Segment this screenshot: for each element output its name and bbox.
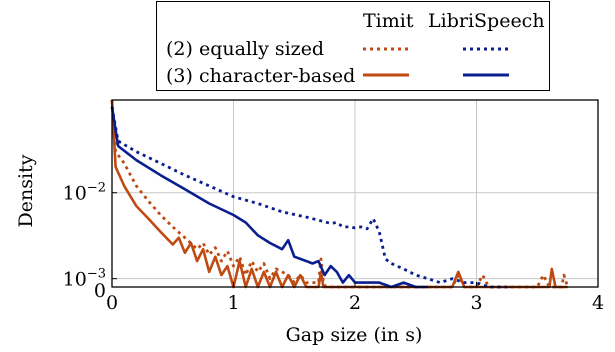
x-axis-label: Gap size (in s) xyxy=(286,324,423,346)
y-axis-label: Density xyxy=(15,154,37,227)
x-tick-label-2: 2 xyxy=(349,292,361,314)
legend-row-equally-sized: (2) equally sized xyxy=(166,38,325,60)
legend-header-librispeech: LibriSpeech xyxy=(428,10,545,32)
series-line-librispeech-character-based xyxy=(110,106,428,289)
y-tick-label-2: 0 xyxy=(94,280,106,302)
x-tick-label-3: 3 xyxy=(470,292,482,314)
plot-frame xyxy=(111,99,599,288)
x-tick-label-1: 1 xyxy=(227,292,239,314)
series-line-librispeech-equally-sized xyxy=(110,106,507,289)
x-tick-label-4: 4 xyxy=(592,292,604,314)
legend: Timit LibriSpeech (2) equally sized (3) … xyxy=(156,1,550,91)
y-tick-label-1: 10−3 xyxy=(63,267,106,291)
series-layer xyxy=(110,99,569,289)
legend-swatches xyxy=(363,47,509,77)
grid xyxy=(112,100,598,287)
axes xyxy=(111,99,599,288)
series-line-timit-equally-sized xyxy=(110,99,569,289)
y-tick-label-0: 10−2 xyxy=(63,181,106,205)
series-line-timit-character-based xyxy=(110,99,568,289)
legend-header-timit: Timit xyxy=(363,10,414,32)
tick-labels: 0 1 2 3 4 10−2 10−30 xyxy=(63,181,604,314)
x-tick-label-0: 0 xyxy=(106,292,118,314)
legend-row-character-based: (3) character-based xyxy=(166,65,356,87)
